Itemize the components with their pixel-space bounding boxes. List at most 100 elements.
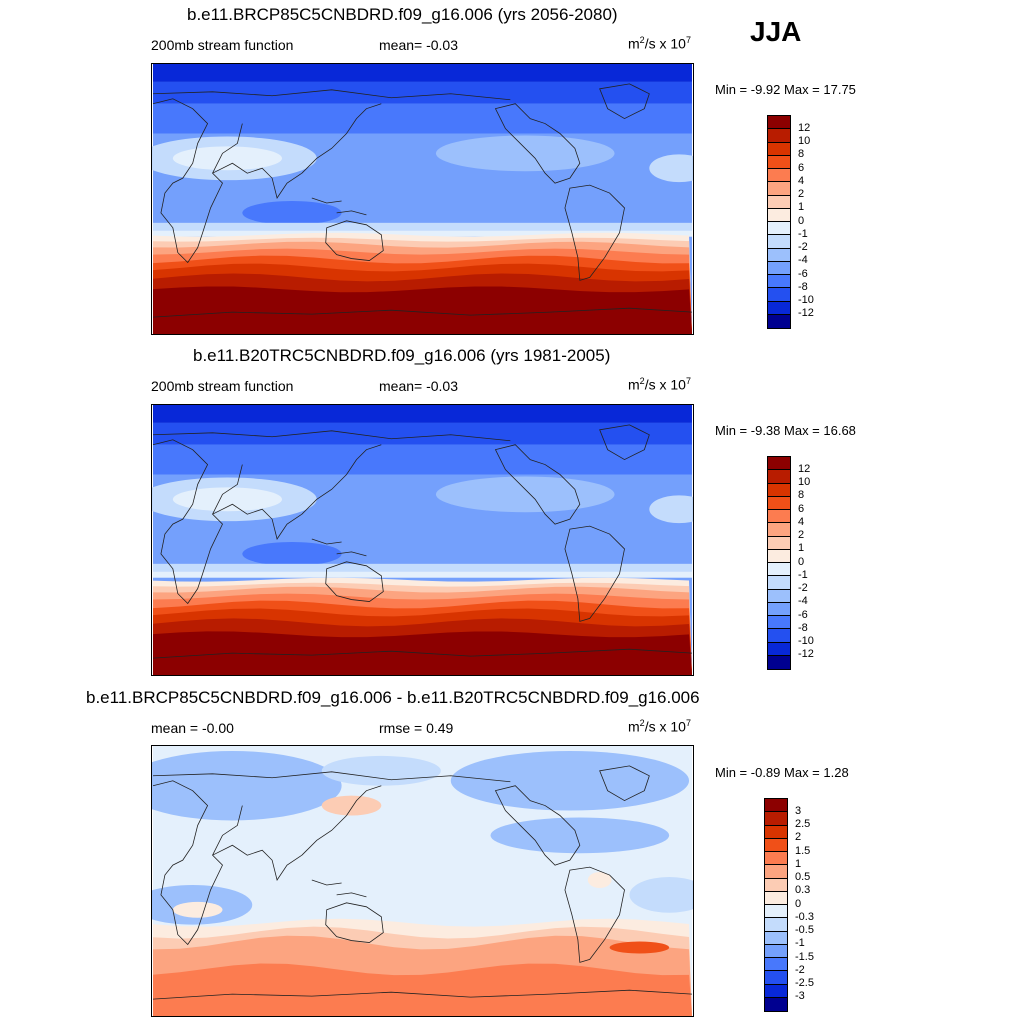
panel2-units-label: m2/s x 107 — [628, 376, 691, 393]
colorbar-tick-label: -0.3 — [795, 910, 814, 923]
colorbar-tick-label: -0.5 — [795, 924, 814, 936]
colorbar-tick-label: 0 — [798, 214, 805, 227]
panel3-rmse-label: rmse = 0.49 — [379, 720, 454, 736]
panel2-mean-label: mean= -0.03 — [379, 378, 458, 394]
panel3-colorbar — [764, 798, 788, 1012]
panel2-variable-label: 200mb stream function — [151, 378, 294, 394]
colorbar-tick-label: -6 — [798, 608, 808, 621]
contour-band — [152, 286, 693, 334]
panel3-title: b.e11.BRCP85C5CNBDRD.f09_g16.006 - b.e11… — [86, 688, 700, 707]
colorbar-swatch — [768, 576, 790, 590]
colorbar-swatch — [768, 563, 790, 577]
colorbar-swatch — [768, 182, 790, 196]
contour-region — [649, 154, 693, 183]
colorbar-tick-label: 1 — [798, 201, 805, 214]
contour-region — [649, 495, 693, 524]
panel3-units-label: m2/s x 107 — [628, 718, 691, 735]
colorbar-tick-label: 0 — [798, 555, 805, 568]
colorbar-swatch — [768, 496, 790, 510]
contour-region — [490, 817, 670, 854]
colorbar-tick-label: -10 — [798, 294, 814, 306]
colorbar-swatch — [768, 457, 790, 471]
colorbar-swatch — [768, 208, 790, 222]
colorbar-tick-label: -12 — [798, 648, 814, 661]
colorbar-swatch — [768, 155, 790, 169]
colorbar-tick-label: 4 — [798, 515, 805, 528]
colorbar-tick-label: 1 — [795, 857, 802, 870]
colorbar-tick-label: -6 — [798, 267, 808, 280]
colorbar-tick-label: -12 — [798, 307, 814, 320]
colorbar-swatch — [768, 314, 790, 328]
panel1-minmax-label: Min = -9.92 Max = 17.75 — [715, 82, 856, 97]
colorbar-swatch — [765, 852, 787, 866]
colorbar-tick-label: 10 — [798, 476, 811, 488]
colorbar-swatch — [768, 301, 790, 315]
colorbar-tick-label: -4 — [798, 254, 808, 267]
colorbar-swatch — [765, 984, 787, 998]
colorbar-swatch — [765, 799, 787, 813]
contour-region — [152, 750, 342, 821]
contour-region — [587, 872, 612, 888]
contour-region — [172, 901, 223, 918]
colorbar-swatch — [765, 905, 787, 919]
colorbar-swatch — [768, 235, 790, 249]
colorbar-tick-label: -4 — [798, 595, 808, 608]
panel2-title: b.e11.B20TRC5CNBDRD.f09_g16.006 (yrs 198… — [193, 346, 611, 365]
colorbar-tick-label: -8 — [798, 280, 808, 293]
colorbar-tick-label: -2 — [795, 963, 805, 976]
colorbar-swatch — [765, 878, 787, 892]
colorbar-swatch — [768, 629, 790, 643]
colorbar-tick-label: 2.5 — [795, 818, 811, 830]
colorbar-swatch — [765, 997, 787, 1011]
colorbar-tick-label: -1 — [798, 227, 808, 240]
colorbar-swatch — [768, 195, 790, 209]
contour-region — [629, 877, 693, 913]
coastlines — [152, 765, 693, 1000]
colorbar-swatch — [768, 261, 790, 275]
colorbar-swatch — [768, 129, 790, 143]
contour-region — [321, 755, 441, 786]
colorbar-swatch — [765, 825, 787, 839]
colorbar-swatch — [768, 549, 790, 563]
colorbar-tick-label: 8 — [798, 489, 805, 502]
difference-map — [152, 746, 693, 1016]
colorbar-swatch — [765, 918, 787, 932]
colorbar-tick-label: 1 — [798, 542, 805, 555]
colorbar-tick-label: 1.5 — [795, 844, 811, 857]
colorbar-tick-label: 12 — [798, 462, 811, 475]
colorbar-tick-label: 0.3 — [795, 884, 811, 897]
colorbar-tick-label: -2.5 — [795, 977, 814, 989]
colorbar-tick-label: 8 — [798, 148, 805, 161]
panel3-mean-label: mean = -0.00 — [151, 720, 234, 736]
contour-region — [321, 795, 382, 816]
colorbar-swatch — [768, 169, 790, 183]
colorbar-tick-label: 6 — [798, 502, 805, 515]
panel2-map — [151, 404, 694, 676]
colorbar-tick-label: -1.5 — [795, 950, 814, 963]
panel1-variable-label: 200mb stream function — [151, 37, 294, 53]
colorbar-tick-label: 2 — [798, 529, 805, 541]
contour-region — [242, 200, 342, 225]
colorbar-swatch — [765, 971, 787, 985]
colorbar-swatch — [768, 483, 790, 497]
colorbar-swatch — [765, 958, 787, 972]
colorbar-swatch — [765, 812, 787, 826]
colorbar-tick-label: -1 — [798, 568, 808, 581]
colorbar-tick-label: 4 — [798, 174, 805, 187]
contour-region — [172, 487, 283, 512]
contour-region — [435, 135, 615, 172]
colorbar-swatch — [768, 288, 790, 302]
panel1-map — [151, 63, 694, 335]
colorbar-tick-label: 12 — [798, 121, 811, 134]
colorbar-swatch — [768, 616, 790, 630]
colorbar-swatch — [768, 222, 790, 236]
colorbar-tick-label: -1 — [795, 937, 805, 950]
contour-band — [152, 963, 693, 1016]
contour-region — [242, 541, 342, 566]
colorbar-swatch — [768, 523, 790, 537]
colorbar-tick-label: -2 — [798, 582, 808, 594]
stream-function-map — [152, 64, 693, 334]
colorbar-tick-label: -10 — [798, 635, 814, 647]
colorbar-swatch — [768, 142, 790, 156]
colorbar-swatch — [768, 275, 790, 289]
